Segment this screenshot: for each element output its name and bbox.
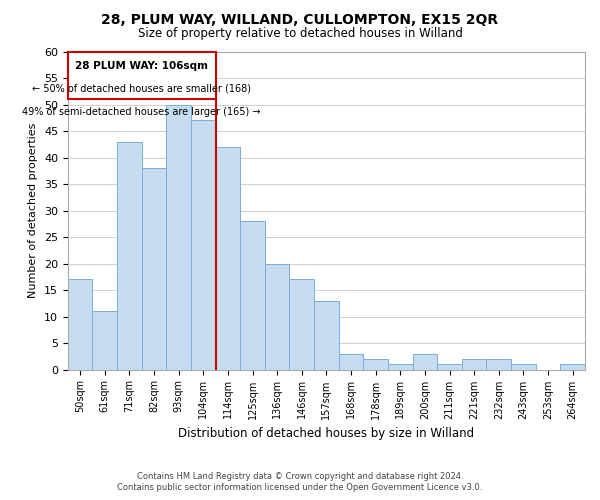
- Bar: [388, 364, 413, 370]
- Text: ← 50% of detached houses are smaller (168): ← 50% of detached houses are smaller (16…: [32, 84, 251, 94]
- Bar: [289, 280, 314, 370]
- Bar: [314, 300, 339, 370]
- Bar: [487, 359, 511, 370]
- Bar: [92, 312, 117, 370]
- Bar: [437, 364, 462, 370]
- Bar: [117, 142, 142, 370]
- X-axis label: Distribution of detached houses by size in Willand: Distribution of detached houses by size …: [178, 427, 475, 440]
- Bar: [142, 168, 166, 370]
- Bar: [166, 104, 191, 370]
- Bar: [265, 264, 289, 370]
- Text: 28, PLUM WAY, WILLAND, CULLOMPTON, EX15 2QR: 28, PLUM WAY, WILLAND, CULLOMPTON, EX15 …: [101, 12, 499, 26]
- Text: Contains HM Land Registry data © Crown copyright and database right 2024.
Contai: Contains HM Land Registry data © Crown c…: [118, 472, 482, 492]
- Text: 28 PLUM WAY: 106sqm: 28 PLUM WAY: 106sqm: [75, 61, 208, 71]
- Bar: [560, 364, 585, 370]
- Y-axis label: Number of detached properties: Number of detached properties: [28, 123, 38, 298]
- FancyBboxPatch shape: [68, 52, 215, 99]
- Bar: [413, 354, 437, 370]
- Bar: [462, 359, 487, 370]
- Bar: [364, 359, 388, 370]
- Bar: [191, 120, 215, 370]
- Text: Size of property relative to detached houses in Willand: Size of property relative to detached ho…: [137, 28, 463, 40]
- Bar: [215, 147, 240, 370]
- Bar: [339, 354, 364, 370]
- Text: 49% of semi-detached houses are larger (165) →: 49% of semi-detached houses are larger (…: [22, 107, 261, 117]
- Bar: [511, 364, 536, 370]
- Bar: [240, 221, 265, 370]
- Bar: [68, 280, 92, 370]
